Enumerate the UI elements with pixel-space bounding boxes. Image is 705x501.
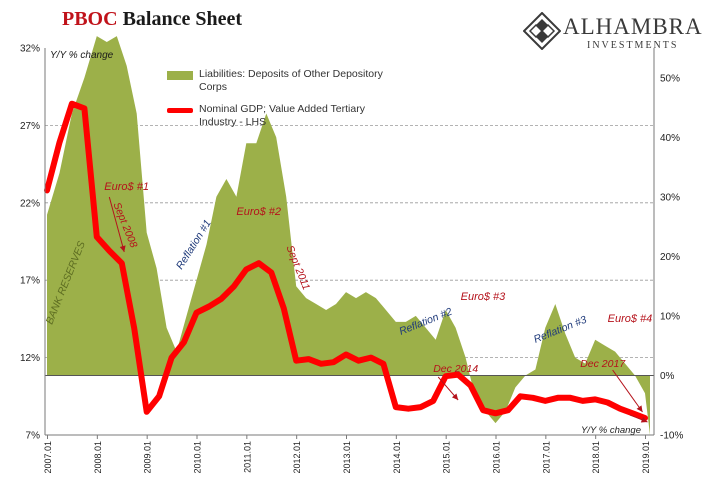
right-tick-label: -10% xyxy=(660,431,683,442)
legend-swatch-area xyxy=(167,71,193,80)
annotation-arrow xyxy=(108,196,125,253)
legend-swatch-line xyxy=(167,108,193,113)
annotation-arrow xyxy=(612,369,643,413)
deposits-area-series xyxy=(47,36,650,435)
x-tick-label: 2017.01 xyxy=(541,441,551,474)
right-tick-label: 20% xyxy=(660,252,680,263)
left-tick-label: 7% xyxy=(26,431,41,442)
annotation-label: Euro$ #3 xyxy=(461,291,507,303)
left-tick-label: 12% xyxy=(20,353,40,364)
annotation-label: Dec 2017 xyxy=(580,358,626,370)
logo-subtitle: INVESTMENTS xyxy=(587,40,679,51)
annotation-arrowhead xyxy=(451,393,459,400)
x-tick-label: 2009.01 xyxy=(143,441,153,474)
left-tick-label: 22% xyxy=(20,198,40,209)
x-tick-label: 2015.01 xyxy=(442,441,452,474)
left-tick-label: 17% xyxy=(20,276,40,287)
x-tick-label: 2013.01 xyxy=(342,441,352,474)
x-tick-label: 2011.01 xyxy=(242,441,252,473)
gdp-line xyxy=(44,100,648,421)
x-axis-note: Y/Y % change xyxy=(581,425,641,436)
right-tick-label: 10% xyxy=(660,311,680,322)
x-tick-label: 2008.01 xyxy=(93,441,103,474)
annotation-label: Euro$ #1 xyxy=(104,181,149,193)
right-tick-label: 50% xyxy=(660,73,680,84)
annotation-label: Euro$ #2 xyxy=(236,206,281,218)
y-axis-title: Y/Y % change xyxy=(50,50,114,61)
annotation-arrowhead xyxy=(636,405,643,412)
right-tick-label: 0% xyxy=(660,371,675,382)
annotation-arrowhead xyxy=(119,245,126,252)
deposits-area xyxy=(47,36,650,435)
right-tick-label: 40% xyxy=(660,133,680,144)
x-tick-label: 2010.01 xyxy=(193,441,203,474)
gdp-line-series xyxy=(44,100,648,421)
x-tick-label: 2019.01 xyxy=(641,441,651,474)
left-tick-label: 27% xyxy=(20,121,40,132)
x-tick-label: 2018.01 xyxy=(591,441,601,474)
chart-title: PBOC Balance Sheet xyxy=(62,8,242,31)
title-pboc: PBOC xyxy=(62,8,118,30)
title-rest: Balance Sheet xyxy=(117,8,242,30)
axes: 7% 12% 17% 22% 27% 32% -10% 0% 10% 20% 30% 40% 50% 20… xyxy=(20,44,683,474)
x-tick-label: 2016.01 xyxy=(492,441,502,474)
alhambra-diamond-icon xyxy=(523,12,561,50)
x-tick-label: 2007.01 xyxy=(43,441,53,474)
annotation-label: Euro$ #4 xyxy=(608,313,653,325)
x-tick-label: 2014.01 xyxy=(392,441,402,474)
alhambra-logo: ALHAMBRA INVESTMENTS xyxy=(521,12,702,62)
logo-name: ALHAMBRA xyxy=(563,14,703,39)
annotation-label: Dec 2014 xyxy=(433,363,478,375)
right-tick-label: 30% xyxy=(660,192,680,203)
legend-label-deposits: Liabilities: Deposits of Other Depositor… xyxy=(199,68,383,93)
x-tick-label: 2012.01 xyxy=(292,441,302,474)
annotation-arrowhead xyxy=(640,416,648,423)
left-tick-label: 32% xyxy=(20,44,40,55)
legend-label-gdp: Nominal GDP; Value Added Tertiary Indust… xyxy=(199,103,365,128)
